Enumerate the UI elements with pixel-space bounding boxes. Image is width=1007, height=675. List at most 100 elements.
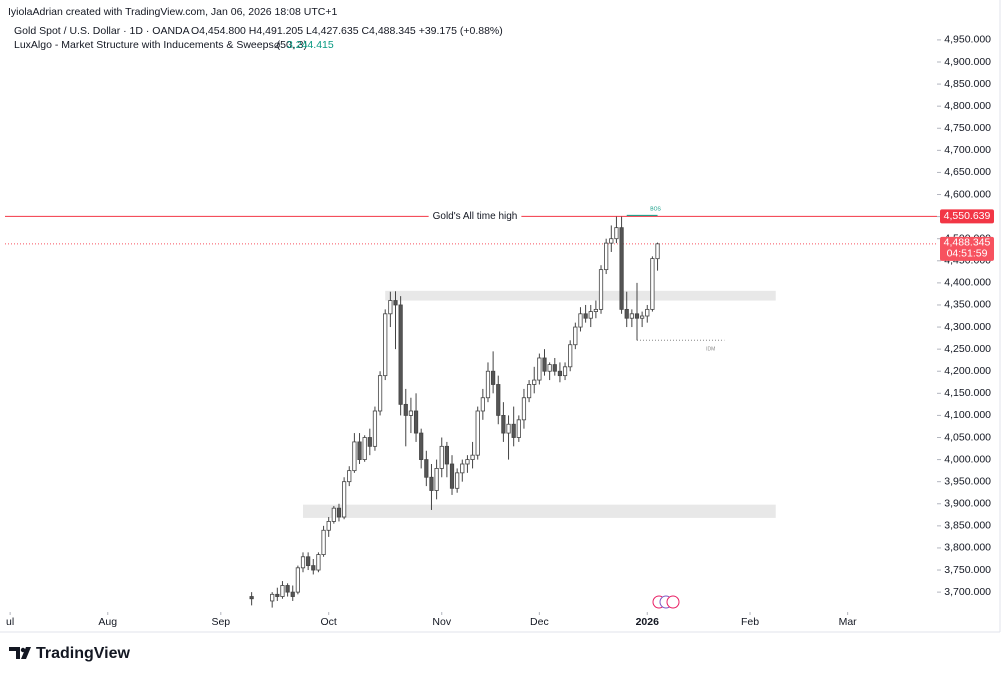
candle-body bbox=[398, 304, 403, 405]
candle-body bbox=[393, 300, 398, 306]
candle-body bbox=[331, 507, 336, 522]
x-tick-label: ul bbox=[6, 616, 14, 628]
x-tick-label: Dec bbox=[530, 616, 549, 628]
candle-body bbox=[614, 227, 619, 240]
candle-body bbox=[352, 441, 357, 472]
candle-body bbox=[434, 468, 439, 491]
candle-body bbox=[573, 326, 578, 346]
candle-body bbox=[357, 441, 362, 460]
candle-body bbox=[629, 313, 634, 319]
candle-body bbox=[624, 308, 629, 319]
ath-price-label: 4,550.639 bbox=[944, 210, 991, 222]
candle-body bbox=[449, 463, 455, 489]
event-icons bbox=[652, 595, 680, 609]
x-tick-label: 2026 bbox=[636, 616, 660, 628]
indicator-icon: ⌀ bbox=[274, 39, 280, 51]
candle-body bbox=[640, 315, 645, 319]
candle-body bbox=[285, 585, 290, 593]
candle-body bbox=[645, 308, 650, 317]
candle-body bbox=[342, 481, 347, 518]
candle-body bbox=[249, 596, 254, 600]
candle-body bbox=[506, 423, 511, 434]
candle-body bbox=[604, 242, 609, 271]
indicator-value: 3,244.415 bbox=[287, 39, 334, 51]
candle-body bbox=[501, 415, 506, 434]
candle-body bbox=[321, 529, 326, 555]
liquidity-zone bbox=[303, 504, 776, 518]
candle-body bbox=[547, 364, 552, 372]
candle-body bbox=[455, 472, 460, 489]
bos-label: BOS bbox=[650, 207, 661, 213]
candle-body bbox=[511, 423, 516, 438]
candle-body bbox=[424, 459, 429, 478]
y-tick-label: 4,700.000 bbox=[944, 144, 991, 156]
logo-mark bbox=[9, 647, 31, 659]
x-tick-label: Oct bbox=[321, 616, 337, 628]
x-tick-label: Feb bbox=[741, 616, 759, 628]
plot-area bbox=[5, 210, 937, 608]
idm-label: IDM bbox=[706, 347, 715, 353]
candle-body bbox=[311, 565, 316, 571]
x-tick-label: Sep bbox=[211, 616, 230, 628]
candle-body bbox=[372, 410, 378, 447]
candle-body bbox=[460, 463, 465, 474]
ohlc-readout: O4,454.800 H4,491.205 L4,427.635 C4,488.… bbox=[191, 25, 503, 37]
candle-body bbox=[367, 437, 372, 447]
candle-body bbox=[275, 593, 280, 597]
countdown-label: 04:51:59 bbox=[947, 248, 988, 260]
candle-body bbox=[362, 437, 367, 460]
logo-dot bbox=[20, 647, 26, 653]
candle-body bbox=[562, 366, 568, 377]
y-tick-label: 4,400.000 bbox=[944, 277, 991, 289]
y-tick-label: 4,650.000 bbox=[944, 166, 991, 178]
candle-body bbox=[347, 470, 352, 483]
candle-body bbox=[542, 357, 547, 372]
candle-body bbox=[619, 227, 624, 310]
candle-body bbox=[383, 313, 388, 377]
x-tick-label: Mar bbox=[839, 616, 858, 628]
candle-body bbox=[521, 397, 527, 421]
candle-body bbox=[634, 313, 640, 319]
y-tick-label: 3,900.000 bbox=[944, 498, 991, 510]
y-tick-label: 4,900.000 bbox=[944, 56, 991, 68]
candle-body bbox=[336, 507, 342, 518]
candle-body bbox=[300, 556, 306, 569]
y-tick-label: 4,750.000 bbox=[944, 122, 991, 134]
candle-body bbox=[537, 357, 542, 381]
y-tick-label: 3,850.000 bbox=[944, 520, 991, 532]
candle-body bbox=[270, 593, 275, 602]
candle-body bbox=[583, 313, 588, 319]
candle-body bbox=[588, 311, 593, 319]
candle-body bbox=[532, 379, 537, 385]
candle-body bbox=[465, 459, 470, 465]
y-tick-label: 4,050.000 bbox=[944, 431, 991, 443]
event-icon bbox=[666, 595, 680, 609]
candle-body bbox=[496, 384, 501, 416]
candle-body bbox=[403, 403, 408, 416]
candle-body bbox=[280, 585, 285, 597]
y-tick-label: 4,100.000 bbox=[944, 409, 991, 421]
y-tick-label: 4,800.000 bbox=[944, 100, 991, 112]
author-line: IyiolaAdrian created with TradingView.co… bbox=[8, 6, 337, 18]
ath-label-bg bbox=[428, 210, 522, 222]
candle-body bbox=[429, 476, 434, 491]
candle-body bbox=[609, 238, 614, 244]
y-tick-label: 4,000.000 bbox=[944, 453, 991, 465]
candle-body bbox=[516, 419, 521, 438]
candle-body bbox=[491, 370, 496, 385]
tradingview-logo bbox=[9, 647, 31, 659]
candle-body bbox=[485, 370, 491, 399]
x-tick-label: Aug bbox=[98, 616, 117, 628]
candle-body bbox=[480, 397, 485, 412]
candle-body bbox=[408, 410, 414, 416]
candle-body bbox=[413, 410, 419, 434]
candle-body bbox=[655, 243, 660, 260]
candle-body bbox=[578, 313, 583, 328]
candle-body bbox=[557, 370, 563, 377]
y-tick-label: 3,950.000 bbox=[944, 475, 991, 487]
candle-body bbox=[377, 375, 383, 412]
candle-body bbox=[444, 445, 449, 465]
y-tick-label: 3,750.000 bbox=[944, 564, 991, 576]
candle-body bbox=[526, 384, 532, 399]
